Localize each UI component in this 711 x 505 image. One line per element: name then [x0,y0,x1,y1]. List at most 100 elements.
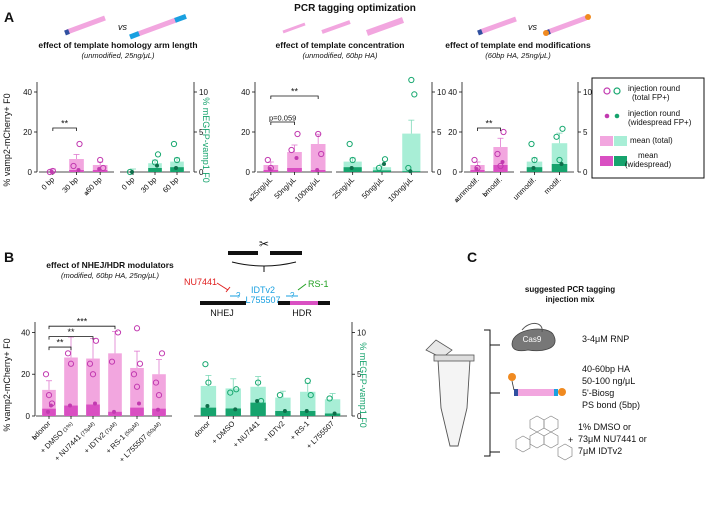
x-tick-label: bmodif. [480,175,504,199]
point-mcherry-total [45,392,53,399]
y-tick-label: 20 [241,128,250,137]
x-tick-label: a25ng/μL [246,175,274,203]
chart-title: effect of NHEJ/HDR modulators [46,260,174,270]
point-mcherry-widespread [315,168,320,172]
point-megfp-widespread [304,408,309,413]
legend-label: injection round [628,109,680,118]
category-name: + NU7441 [231,419,261,449]
point-megfp-total [202,361,209,368]
point-mcherry-total [494,150,501,158]
bar-megfp-total [148,163,162,172]
chart-title: effect of template end modifications [445,40,591,50]
x-tick-label: modif. [542,175,563,196]
bar-megfp-total [372,167,392,172]
legend-label: mean (total) [630,136,673,145]
template-line: 40-60bp HA [582,364,630,374]
vs-label: vs [528,22,538,32]
point-mcherry-total [114,329,122,336]
point-megfp-widespread [130,170,134,174]
point-mcherry-widespread [474,167,479,171]
point-megfp-widespread [382,162,386,166]
y-tick-label-right: 10 [437,88,446,97]
point-megfp-widespread [559,162,564,166]
bar-megfp-widespread [324,413,341,416]
point-megfp-total [233,386,240,393]
drug-line: 7μM IDTv2 [578,446,622,456]
point-mcherry-total [86,360,94,367]
point-megfp-widespread [255,398,260,403]
x-tick-label: aunmodif. [452,175,481,204]
point-megfp-total [531,156,538,164]
y-tick-label-right: 10 [199,88,208,97]
point-megfp-total [254,379,262,386]
chart-subtitle: (modified, 60bp HA, 25ng/μL) [61,271,159,280]
cas9-label: Cas9 [523,335,542,344]
bar-megfp-widespread [372,170,392,172]
point-mcherry-total [67,360,75,367]
chart-title: effect of template homology arm length [38,40,197,50]
bar-mcherry-widespread [287,168,302,172]
category-note: (50μM) [145,421,163,439]
significance-label: *** [77,317,88,327]
panel-label-c: C [467,249,477,265]
category-name: modif. [542,175,563,196]
y-tick-label-right: 5 [199,128,204,137]
bar-megfp-widespread [250,402,266,416]
point-mcherry-widespread [500,160,505,164]
point-megfp-total [205,379,212,386]
idtv2-label: IDTv2 [251,285,275,295]
template-icons-end-mod: vs [477,14,591,36]
point-mcherry-total [158,350,166,357]
bar-mcherry-widespread [130,407,144,416]
point-megfp-total [559,125,566,132]
significance-bracket [52,127,77,131]
point-mcherry-total [294,130,301,138]
panel-c-title-2: injection mix [546,295,595,304]
y-tick-label: 40 [21,328,30,337]
point-megfp-widespread [174,166,178,170]
bar-mcherry-total [108,353,122,416]
y-tick-label-right: 0 [199,168,204,177]
category-name: + IDTv2 [261,419,286,444]
point-mcherry-total [42,371,50,378]
template-line: 50-100 ng/μL [582,376,635,386]
category-name: 100ng/μL [293,175,322,204]
x-tick-label: 100ng/μL [386,175,415,204]
injection-mix-panel: suggested PCR tagging injection mix Cas9… [425,285,647,461]
rs1-label: RS-1 [308,279,329,289]
y-tick-label-right: 0 [583,168,588,177]
panel-label-a: A [4,9,14,25]
point-megfp-widespread [408,169,413,174]
point-mcherry-total [136,360,144,367]
point-mcherry-total [133,325,141,332]
point-megfp-total [173,156,181,164]
category-prefix: b [482,191,490,199]
significance-bracket [270,121,295,125]
significance-label: ** [61,119,69,129]
point-megfp-widespread [282,408,287,413]
point-megfp-total [154,151,162,158]
significance-bracket [270,95,319,99]
point-mcherry-total [497,162,504,170]
category-name: 30 bp [139,175,159,195]
point-mcherry-widespread [49,170,54,174]
chart-subtitle: (unmodified, 60bp HA) [302,51,378,60]
category-name: 0 bp [120,175,137,192]
significance-label: ** [291,87,299,97]
point-megfp-total [349,156,356,164]
bar-mcherry-widespread [92,170,108,172]
legend-sub: (widespread) [625,160,672,169]
hdr-label: HDR [292,308,312,318]
bar-megfp-total [324,399,341,416]
category-name: unmodif. [454,175,481,202]
y-axis-title-right-b: % mEGFP-vamp1 F0 [358,342,368,428]
category-name: 100ng/μL [386,175,415,204]
bar-mcherry-total [64,357,78,416]
figure-title: PCR tagging optimization [294,3,416,14]
point-mcherry-total [89,371,97,378]
significance-label: ** [67,327,75,337]
bar-megfp-widespread [275,410,291,416]
point-mcherry-total [76,140,83,148]
bar-mcherry-widespread [108,411,122,416]
point-megfp-total [326,395,333,402]
